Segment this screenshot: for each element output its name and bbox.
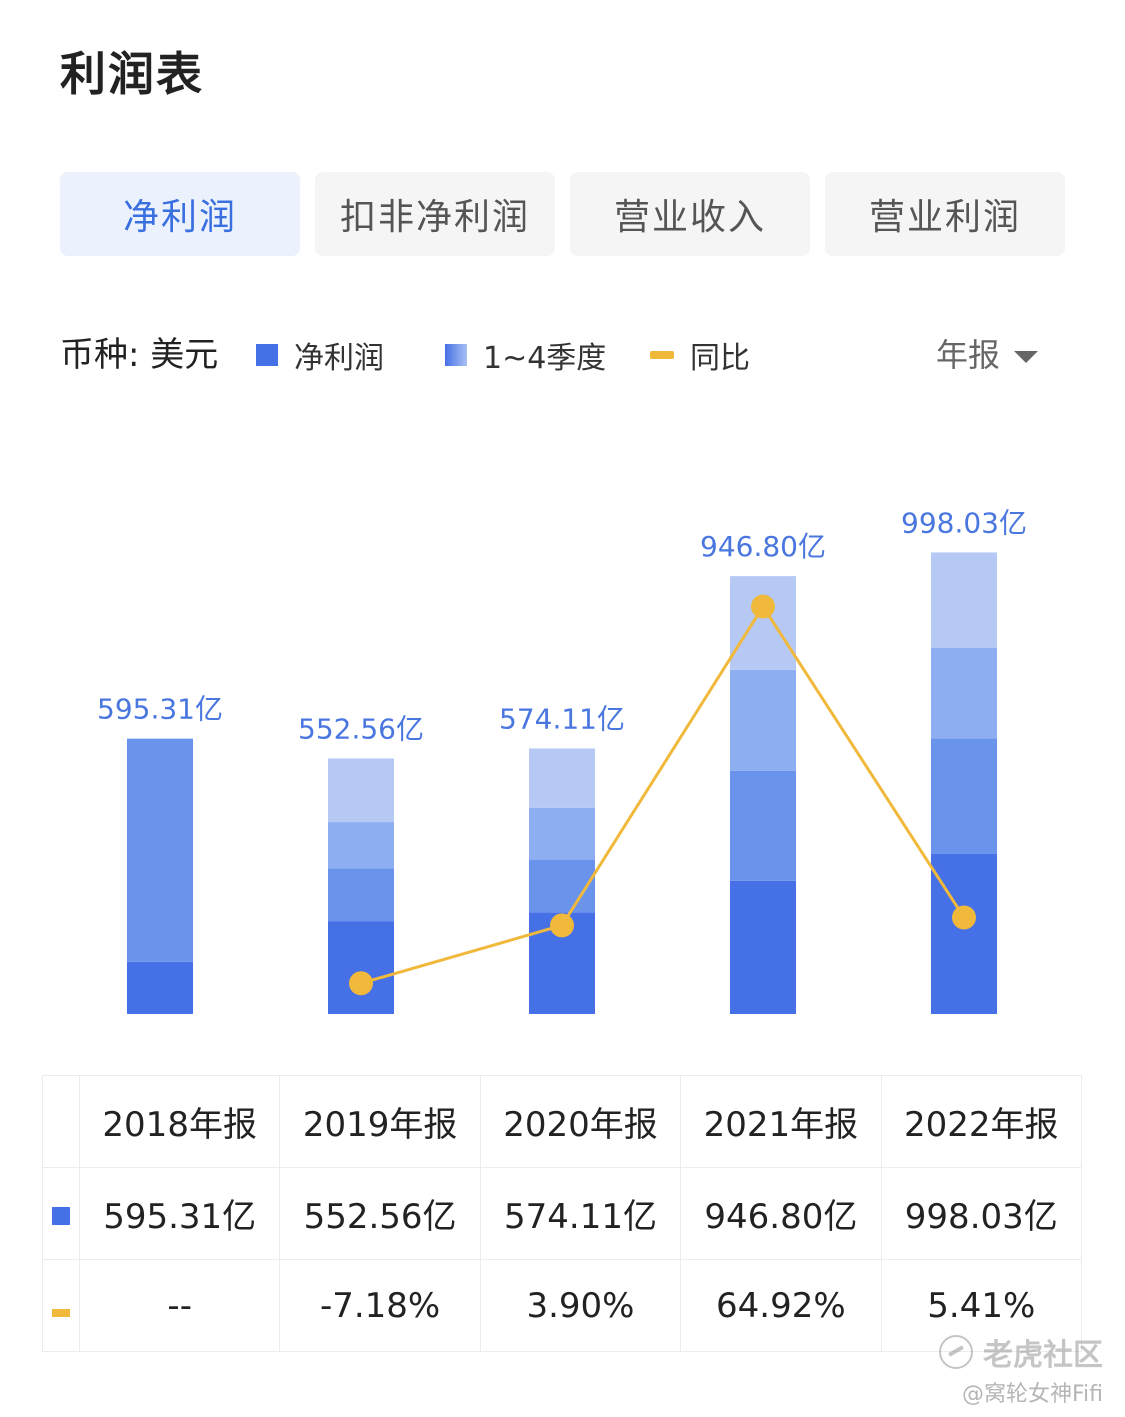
table-header: 2019年报 [279,1075,481,1168]
yoy-point [550,913,574,938]
bar-segment [529,807,595,860]
watermark-brand-text: 老虎社区 [983,1338,1103,1373]
currency-label: 币种: 美元 [60,335,219,375]
bar-segment [730,770,796,881]
bar-segment [931,552,997,648]
net-profit-chart: 595.31亿 552.56亿 574.11亿 946.80亿 998.03亿 [97,506,1027,1014]
legend-net-profit[interactable]: 净利润 [256,330,384,380]
bar-segment [328,822,394,869]
table-header: 2021年报 [680,1075,882,1168]
bar-value-label: 574.11亿 [499,702,625,735]
quarters-swatch [445,344,467,366]
bar-segment [931,738,997,854]
bar-segment [127,961,193,1014]
yoy-row-swatch [52,1308,70,1317]
yoy-point [952,905,976,930]
tab-net-profit[interactable]: 净利润 [60,172,300,256]
chevron-down-icon [1014,351,1038,363]
table-header-row: 2018年报 2019年报 2020年报 2021年报 2022年报 [42,1075,1083,1168]
bar-value-label: 552.56亿 [298,712,424,745]
table-cell: 552.56亿 [279,1167,481,1260]
legend-yoy-label: 同比 [690,341,750,376]
legend-quarters-label: 1~4季度 [483,341,607,376]
yoy-point [349,971,373,996]
period-selector[interactable]: 年报 [936,330,1038,380]
table-header: 2022年报 [880,1075,1083,1168]
table-cell: -7.18% [279,1259,481,1352]
net-profit-row-swatch [52,1206,70,1225]
bar-segment [328,758,394,823]
bar-segment [931,647,997,739]
bar-segment [730,880,796,1014]
bar-segment [328,921,394,1014]
page-title: 利润表 [60,47,204,101]
table-cell: -- [78,1259,281,1352]
table-header: 2018年报 [78,1075,281,1168]
table-cell: 574.11亿 [479,1167,682,1260]
tab-operating-profit[interactable]: 营业利润 [825,172,1065,256]
yoy-swatch [650,351,674,359]
tiger-logo-icon [939,1335,973,1369]
bar-value-label: 595.31亿 [97,693,223,726]
table-cell: 595.31亿 [78,1167,281,1260]
legend-yoy[interactable]: 同比 [650,330,750,380]
table-header: 2020年报 [479,1075,682,1168]
table-cell: 998.03亿 [880,1167,1083,1260]
data-table: 2018年报 2019年报 2020年报 2021年报 2022年报 595.3… [42,1075,1083,1352]
watermark-author: @窝轮女神Fifi [961,1382,1103,1407]
bar-segment [730,669,796,771]
table-cell: 5.41% [880,1259,1083,1352]
bar-segment [529,859,595,913]
bar-segment [730,576,796,670]
legend-row: 币种: 美元 净利润 1~4季度 同比 年报 [60,330,1060,380]
bar-value-label: 946.80亿 [700,530,826,563]
table-row-net-profit: 595.31亿 552.56亿 574.11亿 946.80亿 998.03亿 [42,1167,1083,1260]
tab-deducted-net-profit[interactable]: 扣非净利润 [315,172,555,256]
tab-revenue[interactable]: 营业收入 [570,172,810,256]
period-selector-label: 年报 [935,336,1000,374]
bar-segment [931,853,997,1014]
metric-tabs: 净利润 扣非净利润 营业收入 营业利润 [60,172,1065,256]
table-cell: 3.90% [479,1259,682,1352]
bar-segment [529,748,595,808]
legend-net-profit-label: 净利润 [294,341,384,376]
legend-quarters[interactable]: 1~4季度 [445,330,606,380]
bar-segment [328,868,394,922]
table-cell: 64.92% [680,1259,882,1352]
net-profit-swatch [256,344,278,366]
bar-value-label: 998.03亿 [901,506,1027,539]
table-row-yoy: -- -7.18% 3.90% 64.92% 5.41% [42,1259,1083,1352]
table-cell: 946.80亿 [680,1167,882,1260]
watermark-brand: 老虎社区 [939,1330,1103,1374]
yoy-point [751,594,775,619]
yoy-line [360,603,966,985]
bar-segment [127,738,193,962]
